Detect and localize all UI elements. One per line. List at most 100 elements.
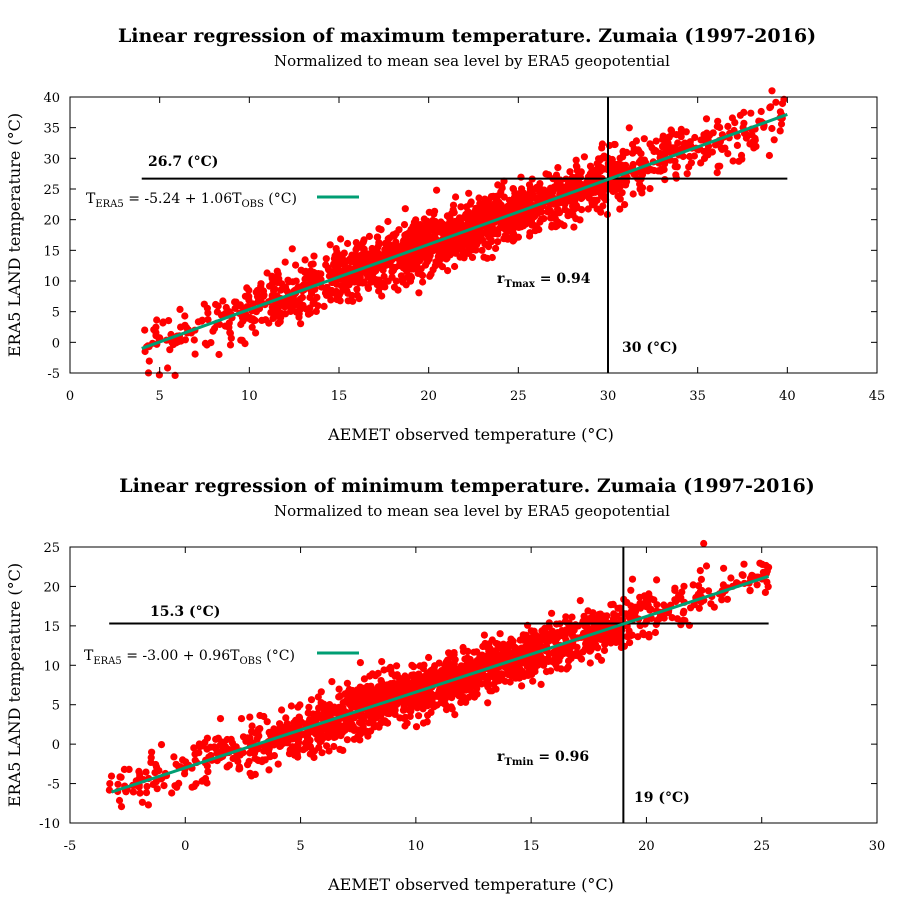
data-point xyxy=(736,111,745,119)
data-point xyxy=(679,616,687,624)
data-point xyxy=(258,316,266,324)
data-point xyxy=(566,168,574,176)
data-point xyxy=(198,317,206,325)
data-point xyxy=(392,238,400,246)
data-point xyxy=(395,246,403,254)
data-point xyxy=(334,721,343,729)
data-point xyxy=(619,147,627,155)
data-point xyxy=(593,160,601,168)
data-point xyxy=(160,782,168,790)
data-point xyxy=(713,169,721,177)
data-point xyxy=(424,229,432,237)
data-point xyxy=(329,708,337,716)
data-point xyxy=(307,260,315,269)
data-point xyxy=(307,696,316,704)
y-tick-label: -5 xyxy=(47,367,60,382)
data-point xyxy=(465,662,473,671)
data-point xyxy=(718,145,726,153)
x-axis-label: AEMET observed temperature (°C) xyxy=(327,875,614,894)
correlation-label: rTmax = 0.94 xyxy=(497,271,591,290)
data-point xyxy=(356,727,364,736)
data-point xyxy=(618,189,626,197)
data-point xyxy=(560,222,568,230)
data-point xyxy=(310,297,318,305)
data-point xyxy=(518,682,526,690)
data-point xyxy=(265,319,273,327)
data-point xyxy=(677,594,685,602)
data-point xyxy=(492,244,500,252)
data-point xyxy=(535,226,543,234)
data-point xyxy=(567,654,575,663)
data-point xyxy=(451,262,459,271)
data-point xyxy=(768,87,776,95)
data-point xyxy=(284,276,292,284)
data-point xyxy=(630,170,639,178)
x-tick-label: 40 xyxy=(779,389,796,404)
data-point xyxy=(574,173,582,181)
data-point xyxy=(597,656,606,664)
data-point xyxy=(540,661,548,669)
data-point xyxy=(544,205,553,213)
data-point xyxy=(412,216,420,224)
data-point xyxy=(301,744,309,752)
data-point xyxy=(553,198,562,206)
data-point xyxy=(327,296,335,304)
data-point xyxy=(343,717,351,725)
data-point xyxy=(264,748,273,756)
data-point xyxy=(341,690,349,698)
scatter-points xyxy=(105,539,773,811)
data-point xyxy=(288,245,296,253)
data-point xyxy=(247,772,256,780)
data-point xyxy=(640,592,649,600)
data-point xyxy=(470,693,479,701)
data-point xyxy=(305,703,313,711)
data-point xyxy=(413,704,421,712)
data-point xyxy=(645,630,653,639)
data-point xyxy=(582,640,590,648)
data-point xyxy=(215,350,223,359)
data-point xyxy=(212,300,220,309)
data-point xyxy=(366,672,374,680)
regression-equation: TERA5 = -3.00 + 0.96TOBS (°C) xyxy=(84,648,295,667)
data-point xyxy=(292,277,300,285)
data-point xyxy=(353,291,361,299)
data-point xyxy=(740,560,748,568)
data-point xyxy=(480,631,488,639)
data-point xyxy=(372,722,381,730)
data-point xyxy=(320,302,328,310)
data-point xyxy=(772,98,780,106)
data-point xyxy=(249,317,258,325)
threshold-horizontal-label: 15.3 (°C) xyxy=(150,604,220,620)
data-point xyxy=(534,197,542,205)
data-point xyxy=(445,690,453,698)
data-point xyxy=(159,319,167,327)
data-point xyxy=(451,711,459,719)
data-point xyxy=(114,780,122,788)
data-point xyxy=(374,243,382,251)
data-point xyxy=(536,218,544,226)
y-tick-label: 15 xyxy=(43,620,60,635)
threshold-vertical-label: 19 (°C) xyxy=(634,790,690,806)
data-point xyxy=(525,181,534,189)
data-point xyxy=(589,173,597,181)
data-point xyxy=(553,179,562,187)
data-point xyxy=(225,761,233,769)
data-point xyxy=(231,298,239,306)
data-point xyxy=(763,567,771,575)
data-point xyxy=(399,706,407,714)
data-point xyxy=(628,575,637,583)
data-point xyxy=(246,713,254,721)
data-point xyxy=(636,180,644,188)
data-point xyxy=(452,193,460,201)
data-point xyxy=(623,633,631,641)
data-point xyxy=(267,308,275,316)
data-point xyxy=(652,137,660,145)
data-point xyxy=(416,221,424,229)
data-point xyxy=(278,740,286,748)
data-point xyxy=(401,205,409,213)
data-point xyxy=(697,136,705,144)
data-point xyxy=(365,232,373,240)
y-tick-label: -10 xyxy=(39,817,60,832)
data-point xyxy=(612,638,620,647)
